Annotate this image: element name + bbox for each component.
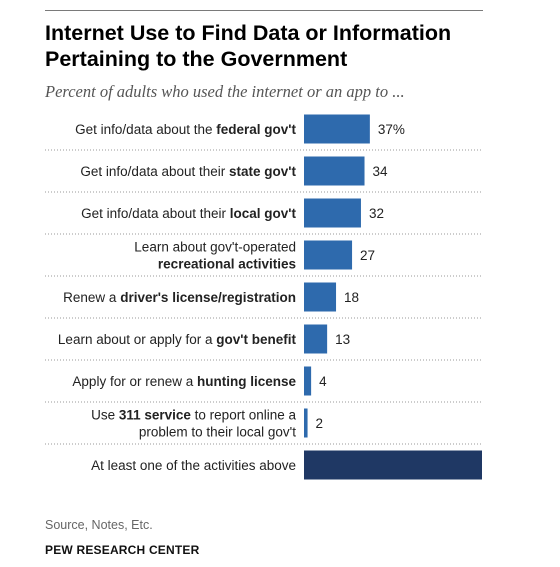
category-label: problem to their local gov't bbox=[139, 425, 296, 440]
bar bbox=[304, 156, 365, 186]
data-label: 32 bbox=[369, 206, 384, 221]
bar bbox=[304, 366, 312, 396]
category-label: Get info/data about the federal gov't bbox=[75, 122, 296, 137]
bar bbox=[304, 282, 337, 312]
category-label: At least one of the activities above bbox=[91, 458, 296, 473]
category-label: Get info/data about their local gov't bbox=[81, 206, 296, 221]
category-label: Learn about gov't-operated bbox=[134, 240, 296, 255]
source-note: Source, Notes, Etc. bbox=[45, 518, 153, 532]
category-label: recreational activities bbox=[158, 257, 296, 272]
data-label: 2 bbox=[316, 416, 324, 431]
category-label: Use 311 service to report online a bbox=[91, 408, 296, 423]
top-rule bbox=[45, 10, 483, 11]
data-label: 27 bbox=[360, 248, 375, 263]
category-label: Apply for or renew a hunting license bbox=[72, 374, 296, 389]
bar bbox=[304, 324, 328, 354]
chart-title-line-2: Pertaining to the Government bbox=[45, 47, 348, 71]
category-label: Renew a driver's license/registration bbox=[63, 290, 296, 305]
brand-footer: PEW RESEARCH CENTER bbox=[45, 543, 200, 557]
bar bbox=[304, 114, 370, 144]
bar-chart: Get info/data about the federal gov't 37%… bbox=[45, 114, 483, 480]
bar bbox=[304, 408, 308, 438]
data-label: 13 bbox=[335, 332, 350, 347]
bar-total bbox=[304, 450, 482, 480]
category-label: Learn about or apply for a gov't benefit bbox=[58, 332, 297, 347]
data-label: 4 bbox=[319, 374, 327, 389]
chart-title-line-1: Internet Use to Find Data or Information bbox=[45, 21, 452, 45]
data-label: 37% bbox=[378, 122, 405, 137]
bar bbox=[304, 198, 361, 228]
bar bbox=[304, 240, 353, 270]
data-label: 18 bbox=[344, 290, 359, 305]
data-label: 34 bbox=[373, 164, 389, 179]
chart-title: Internet Use to Find Data or Information… bbox=[45, 20, 515, 72]
chart-subtitle: Percent of adults who used the internet … bbox=[45, 82, 405, 101]
category-label: Get info/data about their state gov't bbox=[80, 164, 296, 179]
